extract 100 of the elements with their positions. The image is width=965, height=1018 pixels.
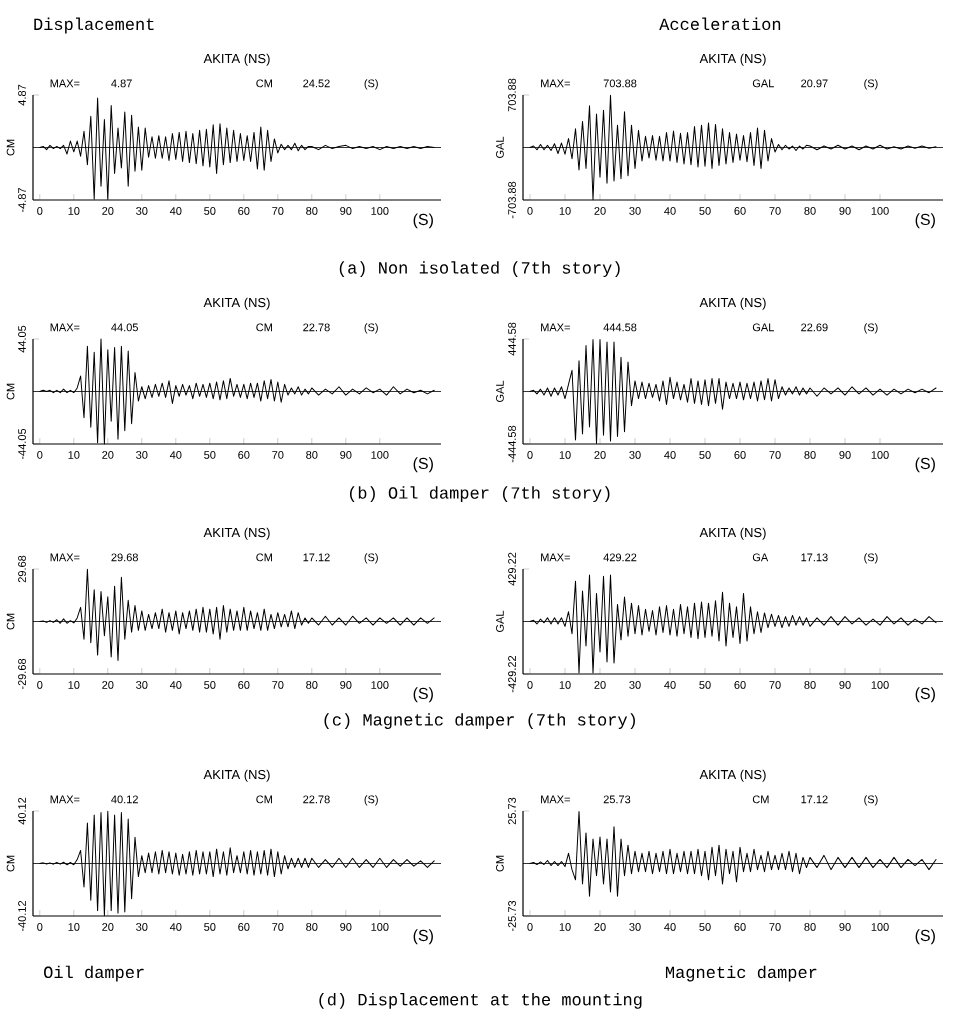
x-tick-label: 30 (136, 207, 148, 215)
text: 4.87 (111, 79, 132, 88)
x-tick-label: 30 (629, 923, 641, 931)
x-tick-label: 0 (37, 681, 43, 689)
x-tick-label: 90 (839, 451, 851, 459)
text: Magnetic damper (665, 965, 817, 982)
x-tick-label: 20 (594, 207, 606, 215)
x-tick-label: 50 (699, 207, 711, 215)
text: 17.13 (801, 553, 828, 562)
x-tick-label: 30 (136, 681, 148, 689)
x-tick-label: 40 (664, 207, 676, 215)
chart-subtitle: Acceleration (659, 17, 781, 31)
text: 44.05 (111, 323, 138, 332)
chart-title: AKITA (NS) (203, 53, 270, 66)
x-axis-title: (S) (413, 929, 433, 945)
x-tick-label: 20 (102, 451, 114, 459)
text: MAX= (50, 323, 80, 332)
text: (S) (364, 553, 378, 564)
x-tick-label: 0 (37, 207, 43, 215)
chart-title: AKITA (NS) (699, 53, 766, 66)
y-tick-label: 444.58 (508, 322, 516, 356)
x-tick-label: 10 (559, 923, 571, 931)
text: 17.12 (303, 553, 330, 562)
y-tick-label: 44.05 (18, 325, 26, 353)
text: 24.52 (303, 79, 330, 88)
x-tick-label: 70 (272, 923, 284, 931)
x-tick-label: 10 (68, 451, 80, 459)
x-tick-label: 40 (169, 923, 182, 931)
x-tick-label: 100 (371, 451, 389, 459)
x-tick-label: 10 (68, 923, 80, 931)
x-tick-label: 90 (340, 451, 352, 459)
x-tick-label: 70 (272, 451, 284, 459)
x-tick-label: 60 (734, 207, 746, 215)
text: MAX= (50, 553, 80, 562)
x-tick-label: 70 (769, 681, 781, 689)
x-tick-label: 100 (871, 207, 889, 215)
y-tick-label: 429.22 (508, 552, 516, 586)
x-tick-label: 100 (871, 923, 889, 931)
x-tick-label: 100 (871, 681, 889, 689)
y-tick-label: -40.12 (18, 900, 26, 932)
x-tick-label: 40 (664, 451, 676, 459)
x-tick-label: 80 (306, 451, 318, 459)
x-tick-label: 40 (664, 681, 676, 689)
x-tick-label: 0 (37, 451, 43, 459)
x-tick-label: 50 (204, 207, 216, 215)
x-tick-label: 90 (340, 923, 352, 931)
text: (b) Oil damper (7th story) (350, 486, 610, 503)
x-tick-label: 60 (238, 923, 250, 931)
text: 25.73 (603, 795, 631, 804)
x-axis-title: (S) (413, 457, 433, 473)
x-tick-label: 80 (804, 451, 816, 459)
x-tick-label: 30 (136, 451, 148, 459)
y-tick-label: 703.88 (508, 78, 516, 112)
y-tick-label: -29.68 (18, 658, 26, 690)
y-axis-title: CM (496, 855, 504, 872)
x-axis-title: (S) (915, 687, 935, 703)
x-tick-label: 60 (238, 681, 250, 689)
text: (d) Displacement at the mounting (319, 992, 642, 1009)
text: GA (752, 553, 769, 562)
y-axis-title: GAL (496, 136, 504, 158)
x-tick-label: 70 (769, 207, 781, 215)
y-tick-label: 4.87 (18, 84, 26, 106)
text: MAX= (541, 553, 570, 562)
text: (S) (364, 79, 378, 90)
x-tick-label: 80 (804, 681, 816, 689)
chart-title: AKITA (NS) (203, 527, 270, 540)
x-axis-title: (S) (915, 929, 935, 945)
y-tick-label: 40.12 (18, 797, 26, 825)
text: 444.58 (603, 323, 637, 332)
text: CM (256, 79, 272, 88)
y-axis-title: CM (6, 855, 15, 872)
x-tick-label: 60 (734, 923, 746, 931)
x-tick-label: 30 (629, 451, 641, 459)
x-tick-label: 10 (68, 207, 80, 215)
x-tick-label: 80 (804, 207, 816, 215)
x-tick-label: 0 (527, 681, 533, 689)
x-tick-label: 90 (839, 923, 851, 931)
text: MAX= (50, 795, 80, 804)
chart-title: AKITA (NS) (203, 769, 270, 782)
x-tick-label: 0 (527, 207, 533, 215)
text: MAX= (541, 795, 570, 804)
x-tick-label: 40 (169, 681, 182, 689)
x-tick-label: 50 (699, 451, 711, 459)
y-tick-label: -44.05 (18, 428, 26, 460)
text: CM (256, 323, 272, 332)
x-tick-label: 80 (804, 923, 816, 931)
text: (c) Magnetic damper (7th story) (324, 713, 635, 729)
text: GAL (752, 79, 774, 88)
x-tick-label: 50 (699, 923, 711, 931)
x-axis-title: (S) (413, 213, 433, 229)
y-tick-label: -429.22 (508, 655, 516, 693)
x-tick-label: 0 (527, 451, 533, 459)
text: 703.88 (603, 79, 637, 88)
x-tick-label: 30 (629, 681, 641, 689)
x-tick-label: 60 (734, 451, 746, 459)
chart-title: AKITA (NS) (699, 297, 766, 310)
y-tick-label: -4.87 (18, 188, 26, 213)
x-tick-label: 80 (306, 207, 318, 215)
x-tick-label: 90 (340, 681, 352, 689)
x-tick-label: 50 (699, 681, 711, 689)
